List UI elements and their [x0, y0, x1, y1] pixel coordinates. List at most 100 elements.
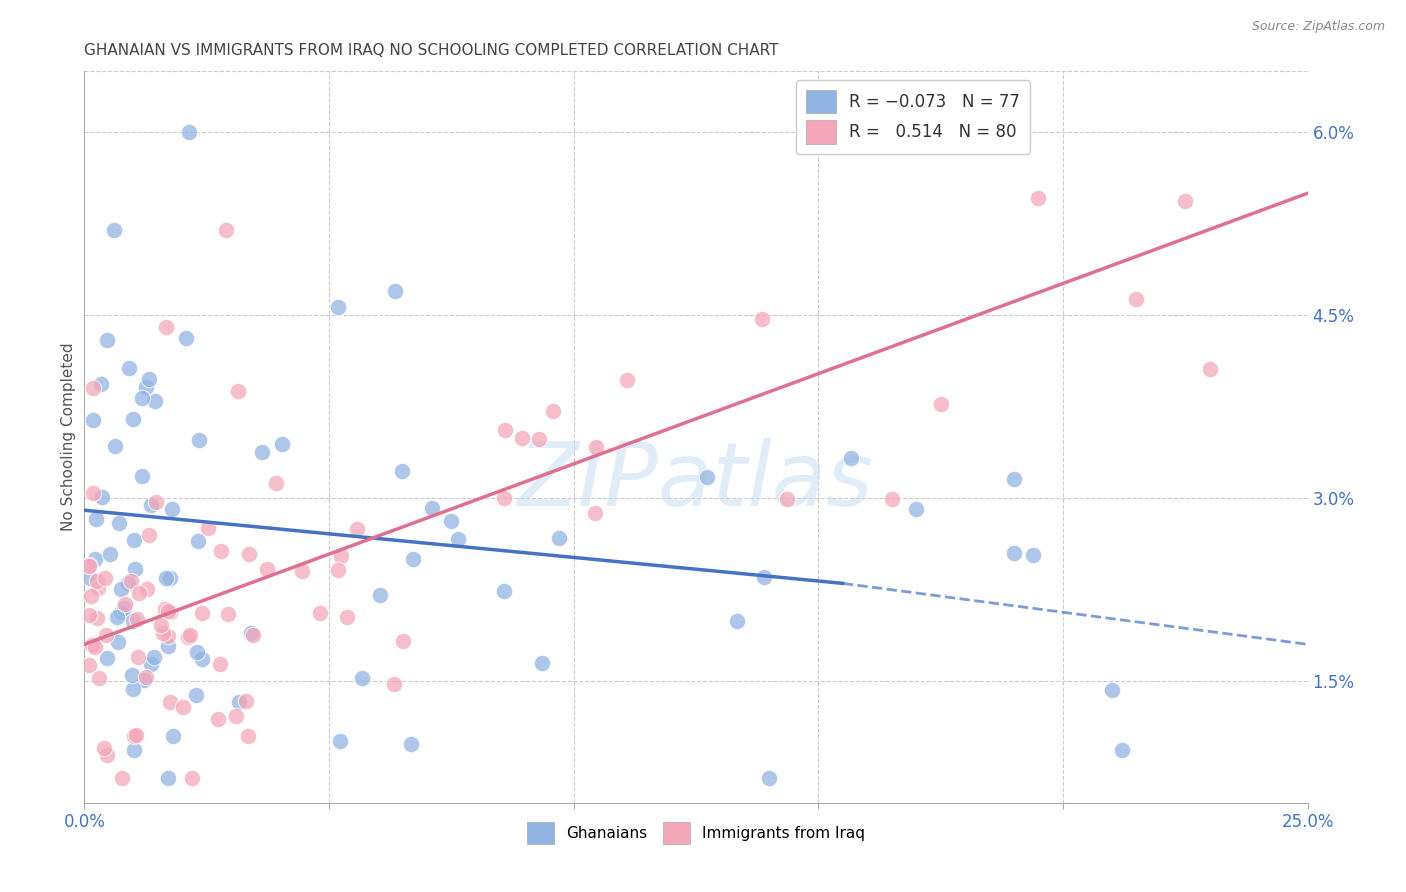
Point [155, 320, 177, 334]
Point [494, 424, 516, 438]
Point [250, 445, 273, 459]
Point [98, 547, 121, 561]
Point [122, 681, 145, 696]
Point [156, 639, 179, 653]
Point [82, 381, 104, 395]
Point [77, 657, 100, 672]
Point [135, 670, 157, 684]
Point [96, 748, 118, 763]
Point [905, 501, 928, 516]
Point [124, 533, 146, 547]
Point [188, 433, 211, 447]
Point [225, 708, 247, 723]
Point [330, 549, 353, 563]
Point [86, 574, 108, 588]
Point [77, 558, 100, 573]
Point [120, 574, 142, 588]
Point [291, 564, 314, 578]
Point [186, 688, 208, 702]
Point [1111, 743, 1133, 757]
Point [1002, 545, 1025, 559]
Point [197, 521, 219, 535]
Point [1002, 472, 1025, 486]
Point [329, 733, 352, 747]
Point [124, 562, 146, 576]
Point [527, 432, 550, 446]
Point [391, 463, 413, 477]
Point [228, 695, 250, 709]
Point [242, 628, 264, 642]
Point [209, 543, 232, 558]
Point [226, 384, 249, 398]
Point [156, 772, 179, 786]
Point [114, 598, 136, 612]
Point [96, 628, 118, 642]
Point [510, 431, 533, 445]
Point [179, 125, 201, 139]
Point [758, 772, 780, 786]
Point [326, 563, 349, 577]
Point [382, 677, 405, 691]
Point [1028, 191, 1050, 205]
Point [156, 604, 179, 618]
Point [440, 514, 463, 528]
Point [143, 393, 166, 408]
Point [270, 437, 292, 451]
Point [110, 605, 132, 619]
Point [384, 284, 406, 298]
Point [159, 605, 181, 619]
Point [103, 223, 125, 237]
Point [1198, 362, 1220, 376]
Point [240, 626, 263, 640]
Point [350, 671, 373, 685]
Text: ZIPatlas: ZIPatlas [519, 438, 873, 524]
Point [494, 491, 516, 505]
Point [616, 373, 638, 387]
Point [583, 507, 606, 521]
Point [145, 495, 167, 509]
Point [77, 607, 100, 622]
Point [159, 572, 181, 586]
Point [238, 547, 260, 561]
Point [776, 492, 799, 507]
Point [156, 629, 179, 643]
Point [127, 612, 149, 626]
Point [217, 607, 239, 621]
Point [84, 511, 107, 525]
Point [392, 634, 415, 648]
Point [839, 450, 862, 465]
Point [177, 630, 200, 644]
Point [207, 712, 229, 726]
Point [256, 561, 278, 575]
Point [541, 404, 564, 418]
Point [1101, 682, 1123, 697]
Point [929, 397, 952, 411]
Point [82, 413, 104, 427]
Point [80, 589, 103, 603]
Point [446, 532, 468, 546]
Point [118, 360, 141, 375]
Point [90, 376, 112, 391]
Point [96, 650, 118, 665]
Point [725, 614, 748, 628]
Point [174, 331, 197, 345]
Point [420, 501, 443, 516]
Point [236, 730, 259, 744]
Point [160, 502, 183, 516]
Text: Source: ZipAtlas.com: Source: ZipAtlas.com [1251, 20, 1385, 33]
Point [266, 476, 288, 491]
Y-axis label: No Schooling Completed: No Schooling Completed [60, 343, 76, 532]
Point [138, 528, 160, 542]
Point [107, 634, 129, 648]
Point [153, 602, 176, 616]
Point [87, 581, 110, 595]
Point [172, 700, 194, 714]
Point [186, 645, 208, 659]
Point [494, 583, 516, 598]
Point [79, 559, 101, 574]
Point [181, 772, 204, 786]
Point [82, 638, 104, 652]
Point [548, 531, 571, 545]
Point [79, 571, 101, 585]
Legend: Ghanaians, Immigrants from Iraq: Ghanaians, Immigrants from Iraq [520, 816, 872, 850]
